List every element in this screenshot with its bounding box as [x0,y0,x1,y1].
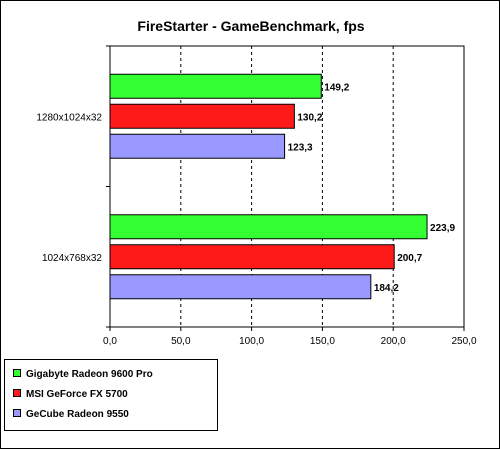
category-label-1: 1024x768x32 [42,253,102,264]
category-label-0: 1280x1024x32 [36,112,102,123]
x-tick-label-0: 0,0 [103,336,117,347]
legend-swatch-gigabyte [13,369,21,378]
bar-0-1 [109,103,295,129]
data-label-1-1: 200,7 [397,253,422,264]
x-tick-label-4: 200,0 [381,336,406,347]
legend-item-gecube: GeCube Radeon 9550 [13,408,129,422]
legend-label-gecube: GeCube Radeon 9550 [26,409,129,420]
legend-item-gigabyte: Gigabyte Radeon 9600 Pro [13,368,153,382]
plot-area: 0,0 50,0 100,0 150,0 200,0 250,0 1280x1024x32 1… [36,45,477,347]
legend: Gigabyte Radeon 9600 Pro MSI GeForce FX … [4,359,218,431]
bar-1-0 [109,214,428,240]
data-label-1-0: 223,9 [430,223,455,234]
legend-label-gigabyte: Gigabyte Radeon 9600 Pro [26,369,153,380]
bar-0-2 [109,133,286,159]
x-tick-label-3: 150,0 [310,336,335,347]
legend-item-msi: MSI GeForce FX 5700 [13,388,128,402]
legend-swatch-gecube [13,409,21,418]
bar-1-1 [109,244,395,270]
legend-swatch-msi [13,389,21,398]
x-tick-label-2: 100,0 [239,336,264,347]
data-label-1-2: 184,2 [374,283,399,294]
x-tick-label-1: 50,0 [171,336,191,347]
chart-title: FireStarter - GameBenchmark, fps [137,18,364,34]
data-label-0-0: 149,2 [324,82,349,93]
data-label-0-1: 130,2 [297,112,322,123]
data-label-0-2: 123,3 [288,142,313,153]
bar-0-0 [109,73,322,99]
legend-label-msi: MSI GeForce FX 5700 [26,389,128,400]
bar-1-2 [109,274,372,300]
x-tick-label-5: 250,0 [451,336,476,347]
